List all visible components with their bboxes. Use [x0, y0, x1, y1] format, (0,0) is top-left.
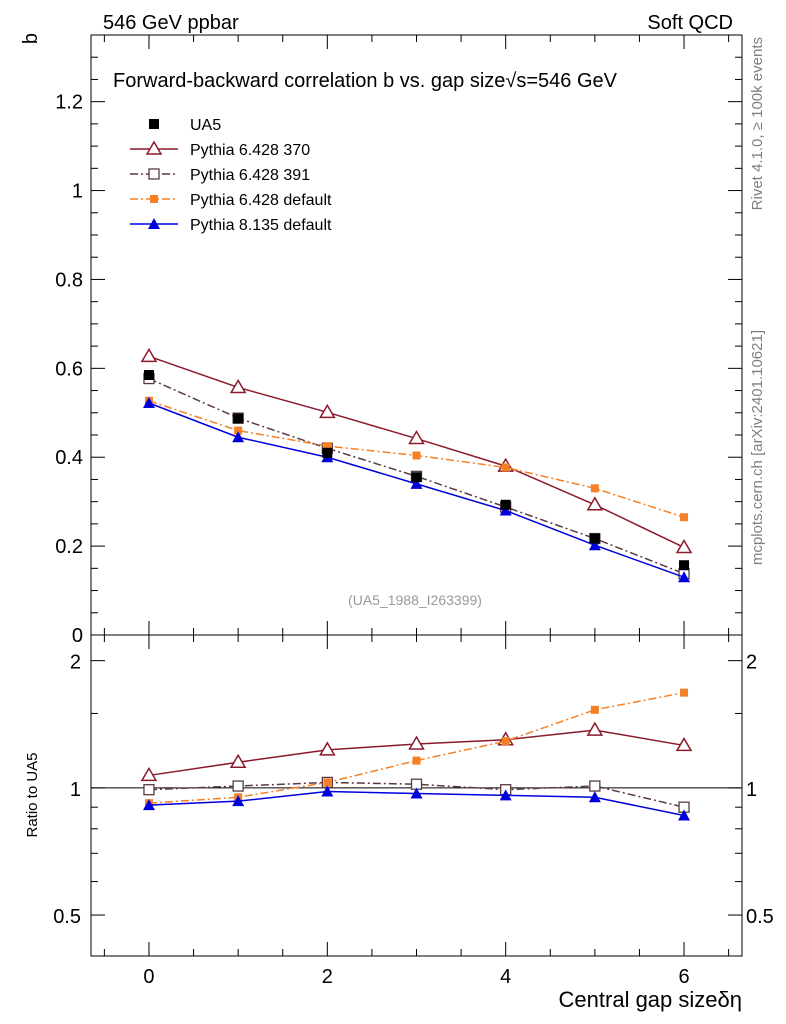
data-point-p370	[319, 403, 336, 419]
header-left-label: 546 GeV ppbar	[103, 12, 239, 34]
legend-label-p6def: Pythia 6.428 default	[190, 192, 332, 209]
ratio-point-p6def	[323, 778, 332, 787]
ratio-point-p370	[586, 721, 604, 736]
ratio-point-p391	[143, 784, 155, 796]
data-point-p8def	[588, 539, 601, 551]
ratio-point-p6def	[590, 705, 599, 714]
data-point-p8def	[232, 431, 245, 443]
ratio-point-p391	[589, 780, 601, 792]
ratio-point-p8def	[678, 809, 691, 821]
series-line-p8def	[148, 402, 685, 578]
ratio-point-p6def	[501, 737, 510, 746]
ratio-point-p391	[232, 780, 244, 792]
data-point-p8def	[678, 571, 691, 583]
data-point-p6def	[234, 426, 243, 435]
legend-marker-ua5	[149, 119, 159, 129]
data-point-p8def	[142, 397, 155, 408]
main-y-zero-label: 0	[72, 625, 83, 647]
ratio-y-axis-label: Ratio to UA5	[24, 752, 41, 837]
x-tick-label: 0	[143, 966, 154, 988]
legend-marker-p8def	[148, 218, 160, 229]
data-point-ua5	[411, 472, 422, 483]
data-point-p6def	[412, 451, 421, 460]
main-y-tick-label: 1.2	[55, 92, 83, 114]
data-point-p6def	[590, 484, 599, 493]
ratio-y-tick-label-right: 0.5	[746, 906, 774, 928]
chart-title-energy: √s=546 GeV	[505, 70, 617, 92]
ratio-point-p6def	[412, 756, 421, 765]
main-y-tick-label: 0.8	[55, 269, 83, 291]
data-point-ua5	[143, 370, 154, 380]
rivet-side-label: Rivet 4.1.0, ≥ 100k events	[749, 37, 766, 210]
data-point-p370	[408, 430, 425, 445]
main-axis-ticks: 0.2 0.4 0.6 0.8 1 1.2 0 0 2 4 6	[55, 34, 742, 988]
y-axis-label: b	[20, 33, 42, 44]
ratio-point-p8def	[232, 795, 245, 807]
legend-label-p370: Pythia 6.428 370	[190, 142, 310, 159]
data-point-p6def	[323, 442, 332, 451]
legend-label-ua5: UA5	[190, 117, 221, 134]
analysis-id-label: (UA5_1988_I263399)	[348, 592, 482, 608]
data-point-p6def	[680, 513, 689, 522]
data-point-ua5	[233, 413, 244, 424]
ratio-y-tick-label: 0.5	[53, 906, 81, 928]
chart-title: Forward-backward correlation b vs. gap s…	[113, 70, 618, 92]
main-y-tick-label: 0.6	[55, 358, 83, 380]
mcplots-side-label: mcplots.cern.ch [arXiv:2401.10621]	[749, 330, 766, 565]
ratio-y-tick-label: 2	[70, 652, 81, 674]
ratio-point-p6def	[680, 688, 689, 697]
data-point-ua5	[589, 533, 600, 544]
x-axis-label: Central gap sizeδη	[559, 987, 742, 1012]
legend-marker-p391	[148, 168, 160, 180]
ratio-series-group	[140, 688, 693, 821]
ratio-y-tick-label-right: 1	[746, 779, 757, 801]
ratio-point-p8def	[321, 785, 334, 797]
legend-label-p8def: Pythia 8.135 default	[190, 217, 332, 234]
main-series-group	[140, 347, 693, 583]
data-point-p370	[229, 378, 247, 394]
ratio-point-p8def	[142, 799, 155, 811]
x-tick-label: 2	[322, 966, 333, 988]
legend: UA5 Pythia 6.428 370 Pythia 6.428 391 Pythi…	[130, 117, 332, 234]
main-plot-frame	[90, 34, 743, 636]
x-tick-label: 4	[500, 966, 511, 988]
header-right-label: Soft QCD	[647, 12, 733, 34]
data-point-p6def	[501, 463, 510, 472]
x-tick-label: 6	[678, 966, 689, 988]
ratio-point-p370	[319, 741, 336, 756]
chart-title-main: Forward-backward correlation b vs. gap s…	[113, 70, 505, 92]
ratio-point-p8def	[410, 787, 423, 799]
ratio-point-p370	[408, 735, 425, 750]
ratio-point-p370	[675, 736, 693, 752]
main-y-tick-label: 0.4	[55, 447, 83, 469]
data-point-p370	[675, 538, 693, 554]
data-point-p370	[140, 347, 158, 363]
data-point-ua5	[679, 560, 690, 571]
legend-label-p391: Pythia 6.428 391	[190, 167, 310, 184]
main-y-tick-label: 0.2	[55, 536, 83, 558]
data-point-ua5	[322, 447, 333, 458]
data-point-p8def	[410, 477, 423, 489]
main-y-tick-label: 1	[72, 181, 83, 203]
ratio-y-tick-label: 1	[70, 779, 81, 801]
ratio-axis-ticks: 0.5 0.5 1 1 2 2	[53, 652, 774, 928]
data-point-p8def	[499, 504, 512, 516]
ratio-point-p370	[229, 753, 247, 768]
ratio-point-p8def	[499, 789, 512, 801]
legend-marker-p6def	[150, 195, 158, 203]
ratio-y-tick-label-right: 2	[746, 652, 757, 674]
ratio-point-p8def	[588, 791, 601, 803]
legend-marker-p370	[145, 140, 163, 155]
ratio-point-p370	[140, 766, 158, 782]
data-point-ua5	[500, 499, 511, 510]
data-point-p370	[586, 496, 604, 511]
